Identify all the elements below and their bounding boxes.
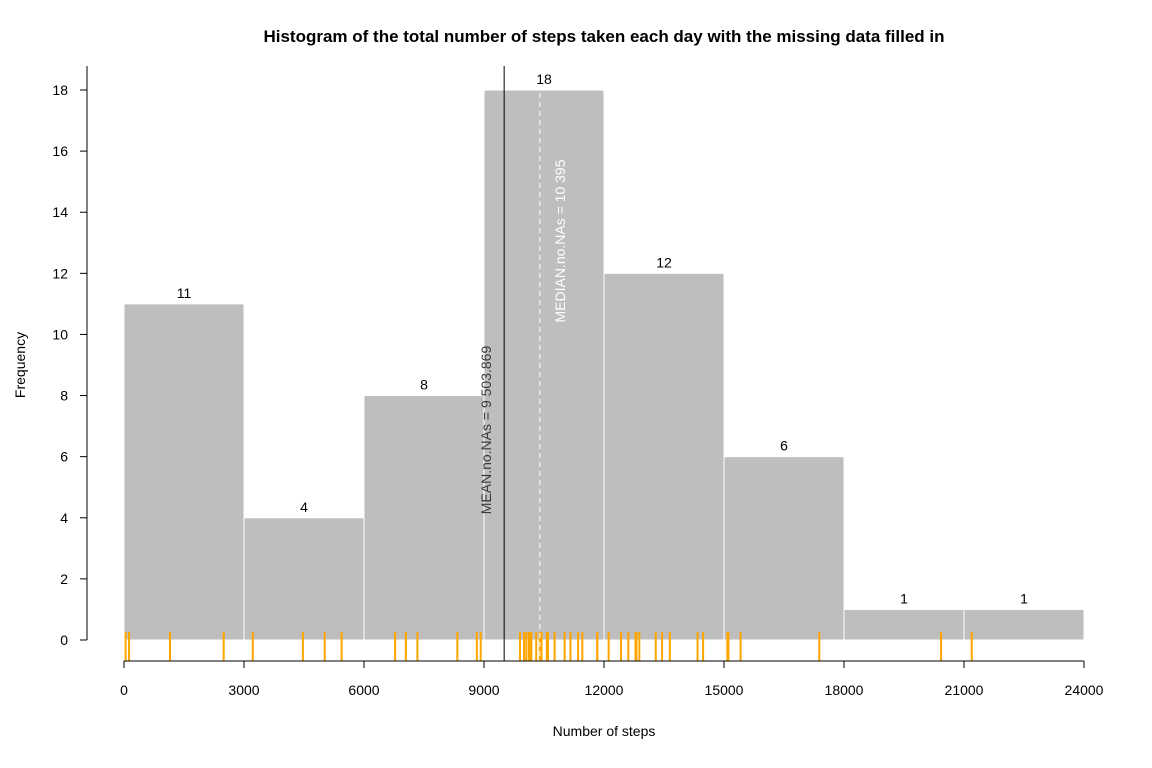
- y-tick-label: 8: [60, 388, 68, 404]
- y-tick-label: 16: [52, 143, 68, 159]
- bar-count-label: 1: [900, 590, 908, 606]
- bar-count-label: 18: [536, 71, 552, 87]
- y-tick-label: 12: [52, 265, 68, 281]
- y-tick-label: 14: [52, 204, 68, 220]
- x-axis-label: Number of steps: [553, 723, 656, 739]
- bars-group: [123, 89, 1085, 641]
- x-tick-label: 15000: [705, 682, 744, 698]
- histogram-bar: [963, 608, 1085, 641]
- y-tick-label: 6: [60, 449, 68, 465]
- x-tick-label: 12000: [585, 682, 624, 698]
- histogram-bar: [603, 272, 725, 641]
- y-tick-label: 2: [60, 571, 68, 587]
- bar-count-label: 4: [300, 499, 308, 515]
- histogram-bar: [723, 456, 845, 641]
- median-line-label: MEDIAN.no.NAs = 10 395: [552, 159, 568, 322]
- x-tick-label: 21000: [945, 682, 984, 698]
- y-tick-label: 4: [60, 510, 68, 526]
- x-tick-label: 6000: [348, 682, 379, 698]
- rug-group: [124, 632, 973, 661]
- histogram-bar: [243, 517, 365, 641]
- x-tick-label: 24000: [1065, 682, 1104, 698]
- bar-count-label: 6: [780, 438, 788, 454]
- y-tick-label: 10: [52, 326, 68, 342]
- x-tick-label: 9000: [468, 682, 499, 698]
- reference-lines-group: MEAN.no.NAs = 9 503.869 MEDIAN.no.NAs = 1…: [478, 66, 568, 661]
- y-axis: 0 2 4 6 8 10 12 14 16 18: [52, 66, 88, 648]
- histogram-bar: [123, 303, 245, 641]
- mean-line-label: MEAN.no.NAs = 9 503.869: [478, 346, 494, 515]
- bar-count-label: 11: [177, 285, 192, 301]
- y-tick-label: 0: [60, 632, 68, 648]
- y-axis-label: Frequency: [12, 332, 28, 398]
- histogram-bar: [363, 395, 485, 641]
- y-tick-label: 18: [52, 82, 68, 98]
- x-tick-label: 18000: [825, 682, 864, 698]
- x-axis: 0 3000 6000 9000 12000 15000 18000 21000 24000: [120, 660, 1104, 698]
- bar-count-label: 1: [1020, 590, 1028, 606]
- bar-count-label: 8: [420, 377, 428, 393]
- x-tick-label: 3000: [228, 682, 259, 698]
- bar-count-label: 12: [656, 254, 672, 270]
- histogram-bar: [483, 89, 605, 641]
- x-tick-label: 0: [120, 682, 128, 698]
- histogram-bar: [843, 608, 965, 641]
- chart-title: Histogram of the total number of steps t…: [263, 27, 944, 46]
